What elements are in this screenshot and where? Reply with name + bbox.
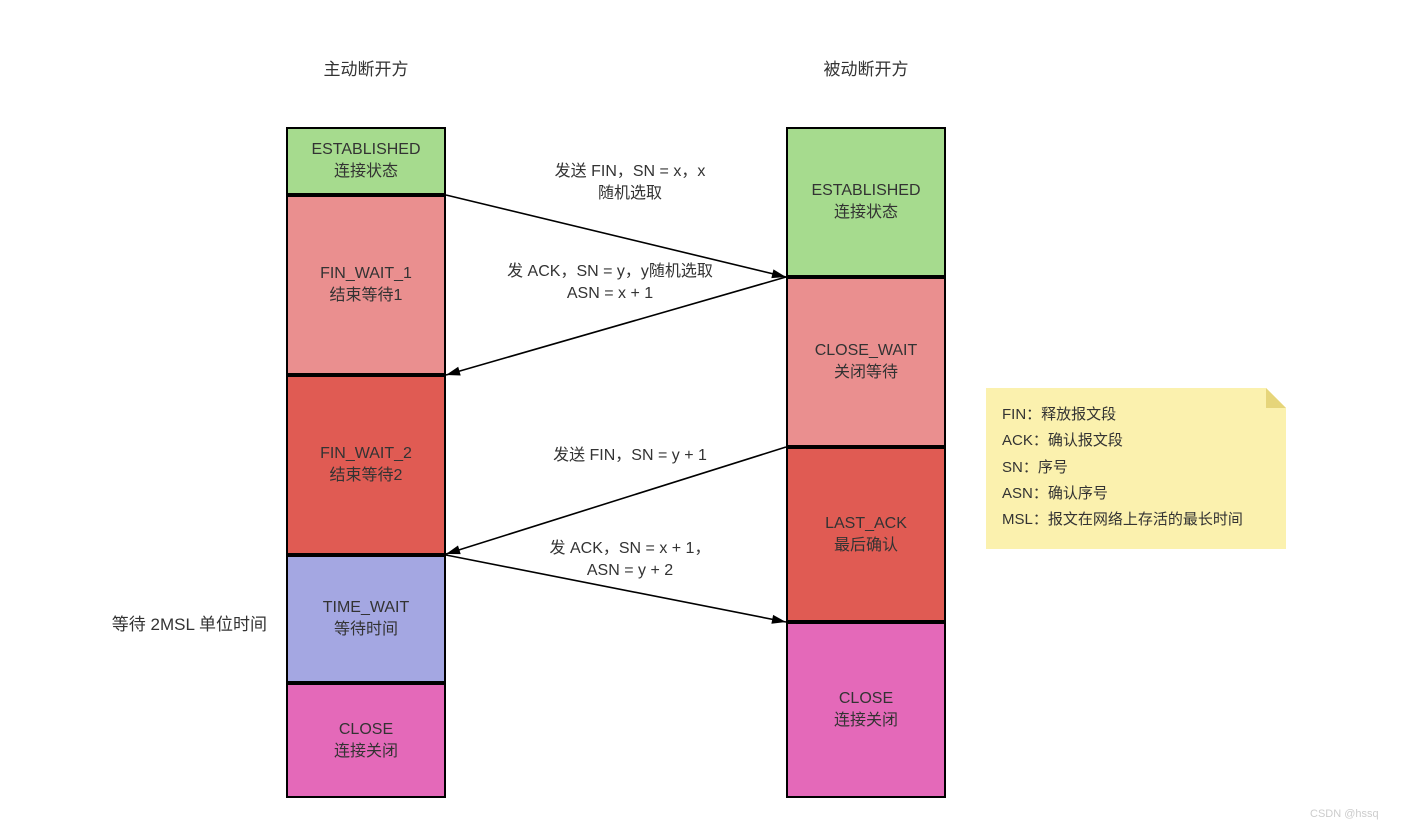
- watermark: CSDN @hssq: [1310, 808, 1379, 820]
- legend-item: FIN：释放报文段: [1002, 402, 1270, 428]
- state-sublabel: 连接状态: [834, 202, 898, 224]
- state-sublabel: 结束等待2: [330, 465, 403, 487]
- message-line: 发 ACK，SN = x + 1，: [490, 538, 770, 560]
- legend-item: ASN：确认序号: [1002, 481, 1270, 507]
- state-sublabel: 连接关闭: [834, 710, 898, 732]
- message-line: ASN = y + 2: [490, 560, 770, 582]
- legend-item: MSL：报文在网络上存活的最长时间: [1002, 507, 1270, 533]
- state-label: TIME_WAIT: [323, 597, 410, 619]
- legend-fold-icon: [1266, 388, 1286, 408]
- state-label: FIN_WAIT_1: [320, 263, 412, 285]
- legend-box: FIN：释放报文段ACK：确认报文段SN：序号ASN：确认序号MSL：报文在网络…: [986, 388, 1286, 549]
- side-note-2msl: 等待 2MSL 单位时间: [62, 610, 267, 635]
- state-sublabel: 等待时间: [334, 619, 398, 641]
- state-label: CLOSE: [339, 719, 393, 741]
- message-line: 发送 FIN，SN = x，x: [500, 161, 760, 183]
- state-label: CLOSE: [839, 688, 893, 710]
- message-msg3: 发送 FIN，SN = y + 1: [500, 445, 760, 467]
- message-line: ASN = x + 1: [460, 283, 760, 305]
- state-l-timewait: TIME_WAIT等待时间: [286, 555, 446, 683]
- state-label: ESTABLISHED: [311, 139, 420, 161]
- state-sublabel: 最后确认: [834, 535, 898, 557]
- state-l-established: ESTABLISHED连接状态: [286, 127, 446, 195]
- state-l-finwait1: FIN_WAIT_1结束等待1: [286, 195, 446, 375]
- state-r-established: ESTABLISHED连接状态: [786, 127, 946, 277]
- state-label: LAST_ACK: [825, 513, 907, 535]
- state-sublabel: 关闭等待: [834, 362, 898, 384]
- state-r-lastack: LAST_ACK最后确认: [786, 447, 946, 622]
- state-l-close: CLOSE连接关闭: [286, 683, 446, 798]
- legend-item: SN：序号: [1002, 455, 1270, 481]
- state-sublabel: 连接关闭: [334, 741, 398, 763]
- state-l-finwait2: FIN_WAIT_2结束等待2: [286, 375, 446, 555]
- legend-item: ACK：确认报文段: [1002, 428, 1270, 454]
- right-column-title: 被动断开方: [786, 55, 946, 80]
- state-sublabel: 结束等待1: [330, 285, 403, 307]
- message-line: 发 ACK，SN = y，y随机选取: [460, 261, 760, 283]
- state-r-close: CLOSE连接关闭: [786, 622, 946, 798]
- message-line: 随机选取: [500, 183, 760, 205]
- state-r-closewait: CLOSE_WAIT关闭等待: [786, 277, 946, 447]
- left-column-title: 主动断开方: [286, 55, 446, 80]
- message-msg4: 发 ACK，SN = x + 1，ASN = y + 2: [490, 538, 770, 583]
- state-label: FIN_WAIT_2: [320, 443, 412, 465]
- state-sublabel: 连接状态: [334, 161, 398, 183]
- message-line: 发送 FIN，SN = y + 1: [500, 445, 760, 467]
- state-label: ESTABLISHED: [811, 180, 920, 202]
- state-label: CLOSE_WAIT: [815, 340, 918, 362]
- message-msg2: 发 ACK，SN = y，y随机选取ASN = x + 1: [460, 261, 760, 306]
- message-msg1: 发送 FIN，SN = x，x随机选取: [500, 161, 760, 206]
